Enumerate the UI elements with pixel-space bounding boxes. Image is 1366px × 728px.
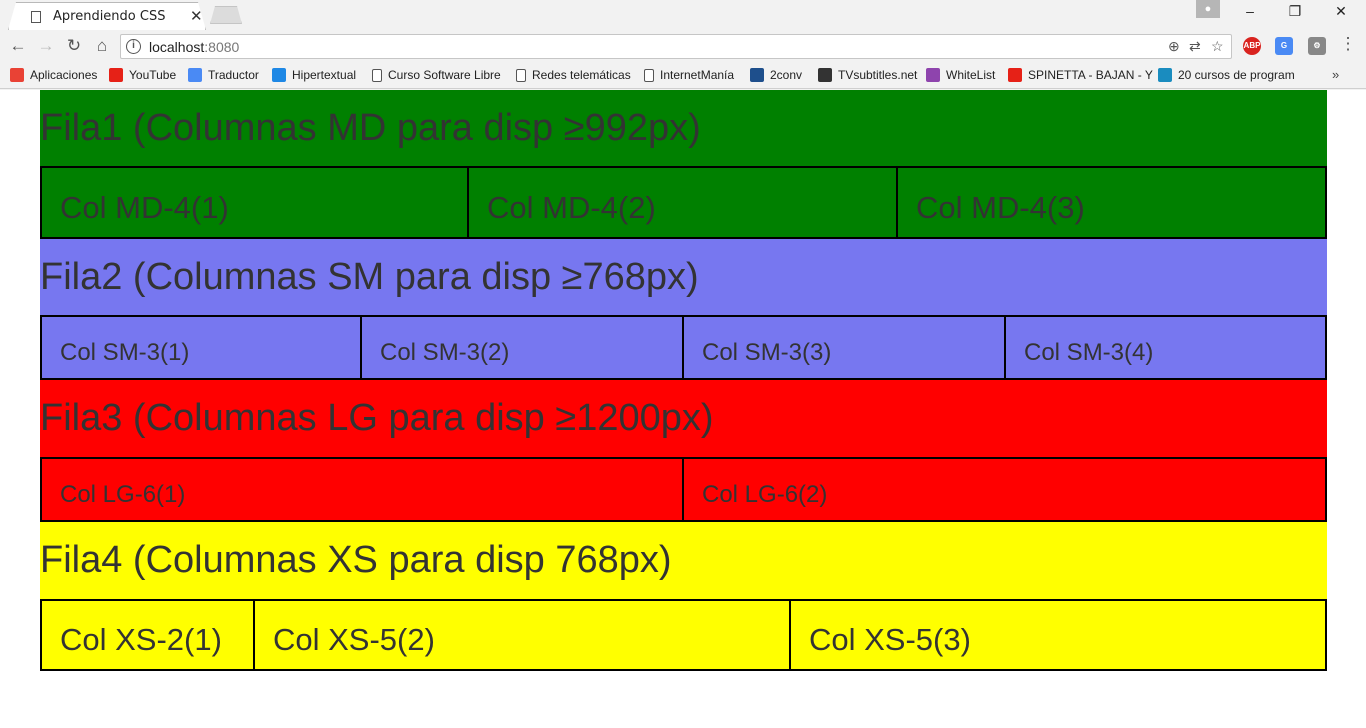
bookmark-item[interactable]: Aplicaciones (10, 68, 97, 82)
tvsubtitles-icon (818, 68, 832, 82)
url-text[interactable]: localhost:8080 (149, 39, 240, 55)
row-columns: Col MD-4(1) Col MD-4(2) Col MD-4(3) (40, 166, 1327, 239)
tb-icon (1158, 68, 1172, 82)
google-translate-icon[interactable]: G (1275, 37, 1293, 55)
bookmark-label: Aplicaciones (30, 68, 98, 82)
grid-column: Col XS-5(3) (789, 599, 1327, 671)
whitelist-icon (926, 68, 940, 82)
youtube-icon (109, 68, 123, 82)
bookmark-item[interactable]: 20 cursos de program (1158, 68, 1294, 82)
bookmark-item[interactable]: InternetManía (644, 68, 734, 82)
apps-grid-icon (10, 68, 24, 82)
window-close-icon[interactable]: ✕ (1335, 3, 1347, 19)
row-columns: Col XS-2(1) Col XS-5(2) Col XS-5(3) (40, 599, 1327, 671)
browser-chrome: Aprendiendo CSS ✕ ● – ❐ ✕ ← → ↻ ⌂ i loca… (0, 0, 1366, 90)
bookmark-label: Traductor (208, 68, 259, 82)
bookmark-item[interactable]: WhiteList (926, 68, 995, 82)
grid-column: Col MD-4(1) (40, 166, 469, 239)
bookmark-label: WhiteList (946, 68, 996, 82)
forward-icon[interactable]: → (37, 36, 55, 55)
bookmark-item[interactable]: YouTube (109, 68, 176, 82)
row-title: Fila3 (Columnas LG para disp ≥1200px) (40, 380, 1327, 457)
bookmark-label: YouTube (129, 68, 177, 82)
hipertextual-icon (272, 68, 286, 82)
bookmark-item[interactable]: Curso Software Libre (372, 68, 501, 82)
bookmark-label: Curso Software Libre (388, 68, 501, 82)
back-icon[interactable]: ← (9, 36, 27, 55)
info-icon[interactable]: i (126, 39, 141, 54)
grid-column: Col SM-3(4) (1004, 315, 1327, 380)
row-title: Fila2 (Columnas SM para disp ≥768px) (40, 239, 1327, 315)
grid-column: Col MD-4(2) (467, 166, 898, 239)
bookmark-item[interactable]: Hipertextual (272, 68, 356, 82)
bookmarks-bar: Aplicaciones YouTube Traductor Hipertextual… (0, 63, 1366, 89)
row-columns: Col LG-6(1) Col LG-6(2) (40, 457, 1327, 522)
page-icon (372, 68, 382, 82)
grid-column: Col SM-3(1) (40, 315, 362, 380)
address-bar[interactable]: i localhost:8080 ⊕ ⇄ ☆ (120, 34, 1232, 59)
tab-active[interactable]: Aprendiendo CSS ✕ (8, 2, 206, 30)
grid-column: Col XS-2(1) (40, 599, 255, 671)
bookmark-label: SPINETTA - BAJAN - Y (1028, 68, 1153, 82)
page-icon (644, 68, 654, 82)
bookmark-item[interactable]: Redes telemáticas (516, 68, 631, 82)
reload-icon[interactable]: ↻ (66, 36, 82, 55)
grid-column: Col SM-3(2) (360, 315, 684, 380)
tab-strip: Aprendiendo CSS ✕ ● – ❐ ✕ (0, 0, 1366, 30)
bookmark-label: Hipertextual (292, 68, 357, 82)
page-icon (516, 68, 526, 82)
toolbar: ← → ↻ ⌂ i localhost:8080 ⊕ ⇄ ☆ ABP G ⚙ ⋮ (0, 30, 1366, 63)
grid-column: Col SM-3(3) (682, 315, 1006, 380)
bookmark-label: Redes telemáticas (532, 68, 631, 82)
home-icon[interactable]: ⌂ (96, 36, 108, 55)
translate-page-icon[interactable]: ⇄ (1189, 38, 1201, 54)
bookmark-item[interactable]: Traductor (188, 68, 259, 82)
grid-column: Col XS-5(2) (253, 599, 791, 671)
youtube-icon (1008, 68, 1022, 82)
tab-title: Aprendiendo CSS (53, 9, 166, 24)
adblock-plus-icon[interactable]: ABP (1243, 37, 1261, 55)
row-columns: Col SM-3(1) Col SM-3(2) Col SM-3(3) Col SM-… (40, 315, 1327, 380)
grid-column: Col LG-6(1) (40, 457, 684, 522)
new-tab-button[interactable] (210, 6, 242, 24)
page-icon (31, 11, 41, 23)
bookmark-item[interactable]: 2conv (750, 68, 802, 82)
profile-icon[interactable]: ● (1196, 0, 1220, 18)
bookmark-label: 2conv (770, 68, 803, 82)
2conv-icon (750, 68, 764, 82)
bookmark-label: TVsubtitles.net (838, 68, 918, 82)
bookmark-label: InternetManía (660, 68, 735, 82)
bookmark-item[interactable]: TVsubtitles.net (818, 68, 917, 82)
bookmark-label: 20 cursos de program (1178, 68, 1294, 82)
minimize-icon[interactable]: – (1246, 3, 1254, 19)
zoom-icon[interactable]: ⊕ (1168, 38, 1180, 54)
page-content: Fila1 (Columnas MD para disp ≥992px) Col … (40, 90, 1327, 671)
grid-column: Col MD-4(3) (896, 166, 1327, 239)
extension-off-icon[interactable]: ⚙ (1308, 37, 1326, 55)
bookmark-item[interactable]: SPINETTA - BAJAN - Y (1008, 68, 1153, 82)
restore-icon[interactable]: ❐ (1288, 3, 1302, 19)
menu-icon[interactable]: ⋮ (1339, 34, 1357, 53)
row-title: Fila1 (Columnas MD para disp ≥992px) (40, 90, 1327, 166)
row-title: Fila4 (Columnas XS para disp 768px) (40, 522, 1327, 599)
translate-icon (188, 68, 202, 82)
star-icon[interactable]: ☆ (1211, 38, 1224, 54)
grid-column: Col LG-6(2) (682, 457, 1327, 522)
close-icon[interactable]: ✕ (190, 8, 203, 25)
more-bookmarks-icon[interactable]: » (1332, 67, 1340, 82)
